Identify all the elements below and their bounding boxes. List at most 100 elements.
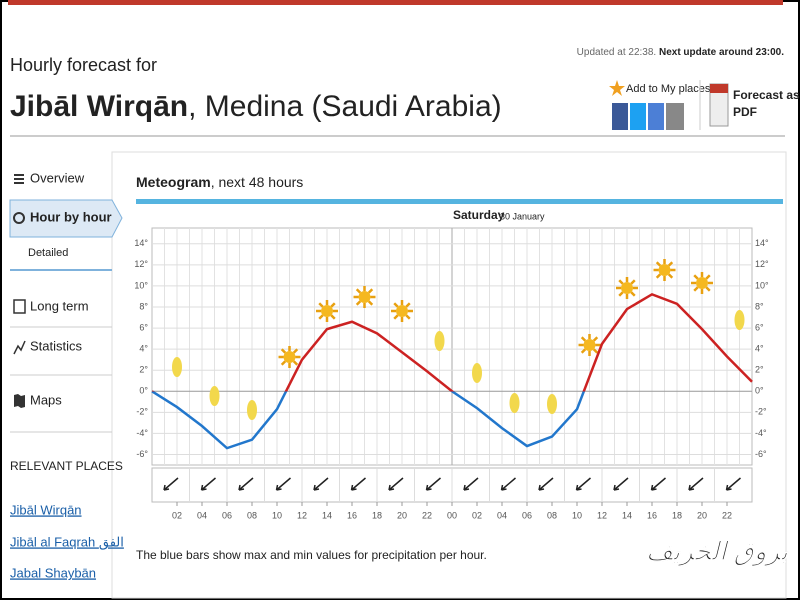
nav-item[interactable]: Maps [30,392,62,407]
x-tick-label: 22 [722,510,732,520]
x-tick-label: 10 [272,510,282,520]
y-tick-label: 12° [134,259,148,269]
sun [321,305,333,317]
sun [396,305,408,317]
moon [172,357,182,377]
sun-rays [278,346,301,368]
wind-arrow [650,477,666,491]
wind-arrow [613,477,629,491]
pdf-link[interactable]: Forecast as [733,88,800,102]
x-tick-label: 02 [472,510,482,520]
updated: Updated at 22:38. [577,47,657,58]
sun-rays [578,334,601,356]
sun-rays [391,300,413,322]
chart-heading: Meteogram, next 48 hours [136,174,303,190]
top-bar [8,0,783,5]
chart-rule [136,199,783,204]
chart-title: Meteogram [136,174,211,190]
x-tick-label: 20 [697,510,707,520]
place-link[interactable]: Jibāl Wirqān [10,502,82,517]
chart-subtitle: , next 48 hours [211,174,304,190]
x-tick-label: 12 [297,510,307,520]
relevant-heading: RELEVANT PLACES [10,459,123,473]
place-link[interactable]: Jibāl al Faqrah الفق [10,534,124,550]
y-tick-label: 4° [139,344,148,354]
moon [247,400,257,420]
watermark: بروق الخريف [646,536,789,567]
region: , Medina (Saudi Arabia) [188,90,502,123]
sun [621,282,633,294]
x-tick-label: 10 [572,510,582,520]
y-tick-label: -4° [136,428,148,438]
nav-item[interactable]: Long term [30,298,89,313]
y-tick-label: -6° [136,449,148,459]
nav-subitem[interactable]: Detailed [28,247,68,259]
sun [358,291,371,303]
pdf-link[interactable]: PDF [733,105,757,119]
wind-arrow [313,477,329,491]
y-tick-label-right: 10° [755,280,769,290]
moon [472,363,482,383]
email[interactable] [666,103,684,130]
x-tick-label: 12 [597,510,607,520]
wind-arrow [350,477,366,491]
moon [734,310,745,330]
x-tick-label: 06 [522,510,532,520]
y-tick-label: -2° [136,407,148,417]
nav-item[interactable]: Statistics [30,338,83,353]
sun-rays [353,286,376,308]
wind-arrow [538,477,554,491]
pdf-badge [710,84,728,93]
wind-arrow [500,477,516,491]
y-tick-label-right: 0° [755,386,764,396]
y-tick-label-right: -4° [755,428,767,438]
add-place[interactable]: Add to My places [626,83,711,95]
wind-arrow [238,477,254,491]
y-tick-label: 14° [134,238,148,248]
wind-arrow [425,477,441,491]
x-tick-label: 14 [322,510,332,520]
y-tick-label-right: 12° [755,259,769,269]
google[interactable] [648,103,664,130]
y-tick-label-right: 8° [755,301,764,311]
y-tick-label-right: -2° [755,407,767,417]
wind-arrow [163,477,179,491]
x-tick-label: 14 [622,510,632,520]
y-tick-label: 2° [139,365,148,375]
wind-arrow [688,477,704,491]
twitter[interactable] [630,103,646,130]
sun [696,277,708,289]
y-tick-label-right: 2° [755,365,764,375]
nav-icons [13,174,26,408]
place-link[interactable]: Jabal Shaybān [10,565,96,580]
sun-rays [316,300,338,322]
y-tick-label: 6° [139,322,148,332]
sun [583,339,596,351]
x-tick-label: 18 [372,510,382,520]
nav-item[interactable]: Hour by hour [30,209,112,224]
wind-arrow [725,477,741,491]
nav-item[interactable]: Overview [30,170,85,185]
wind-arrow [575,477,591,491]
x-tick-label: 04 [197,510,207,520]
x-tick-label: 16 [347,510,357,520]
x-tick-label: 22 [422,510,432,520]
wind-arrow [200,477,216,491]
x-tick-label: 04 [497,510,507,520]
place-heading: Jibāl Wirqān, Medina (Saudi Arabia) [10,90,502,123]
x-tick-label: 20 [397,510,407,520]
intro: Hourly forecast for [10,55,157,75]
y-tick-label-right: 4° [755,344,764,354]
y-tick-label-right: 6° [755,322,764,332]
x-tick-label: 08 [547,510,557,520]
sun-rays [691,272,713,294]
x-tick-label: 06 [222,510,232,520]
place: Jibāl Wirqān [10,90,188,123]
y-tick-label: 0° [139,386,148,396]
facebook[interactable] [612,103,628,130]
y-tick-label: 10° [134,280,148,290]
next-update: Next update around 23:00. [659,47,784,58]
x-tick-label: 02 [172,510,182,520]
